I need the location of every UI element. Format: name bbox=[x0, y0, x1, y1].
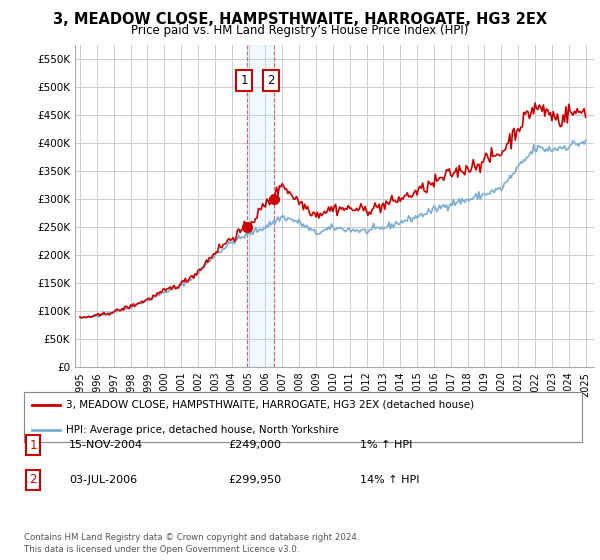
Text: 2: 2 bbox=[29, 473, 37, 487]
Text: 3, MEADOW CLOSE, HAMPSTHWAITE, HARROGATE, HG3 2EX: 3, MEADOW CLOSE, HAMPSTHWAITE, HARROGATE… bbox=[53, 12, 547, 27]
Text: 14% ↑ HPI: 14% ↑ HPI bbox=[360, 475, 419, 485]
Text: Contains HM Land Registry data © Crown copyright and database right 2024.: Contains HM Land Registry data © Crown c… bbox=[24, 533, 359, 542]
Text: 1% ↑ HPI: 1% ↑ HPI bbox=[360, 440, 412, 450]
Text: Price paid vs. HM Land Registry’s House Price Index (HPI): Price paid vs. HM Land Registry’s House … bbox=[131, 24, 469, 37]
Bar bbox=[247, 45, 274, 367]
Text: 3, MEADOW CLOSE, HAMPSTHWAITE, HARROGATE, HG3 2EX (detached house): 3, MEADOW CLOSE, HAMPSTHWAITE, HARROGATE… bbox=[66, 400, 474, 409]
Text: 1: 1 bbox=[29, 438, 37, 452]
Text: 15-NOV-2004: 15-NOV-2004 bbox=[69, 440, 143, 450]
Text: 03-JUL-2006: 03-JUL-2006 bbox=[69, 475, 137, 485]
Text: £299,950: £299,950 bbox=[228, 475, 281, 485]
Text: HPI: Average price, detached house, North Yorkshire: HPI: Average price, detached house, Nort… bbox=[66, 425, 338, 435]
Text: 1: 1 bbox=[240, 74, 248, 87]
Text: This data is licensed under the Open Government Licence v3.0.: This data is licensed under the Open Gov… bbox=[24, 545, 299, 554]
Text: £249,000: £249,000 bbox=[228, 440, 281, 450]
Text: 2: 2 bbox=[268, 74, 275, 87]
